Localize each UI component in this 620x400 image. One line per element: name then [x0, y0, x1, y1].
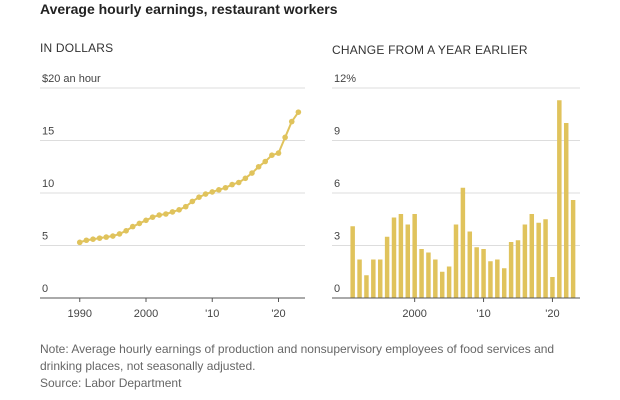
- point: [242, 175, 249, 182]
- point: [176, 207, 182, 213]
- point: [149, 214, 156, 220]
- y-tick-label: 10: [42, 178, 54, 190]
- point: [90, 236, 96, 242]
- bar: [405, 224, 411, 298]
- bar: [460, 187, 466, 298]
- point: [189, 198, 196, 205]
- bar: [557, 100, 562, 298]
- point: [143, 217, 149, 224]
- x-tick-label: '20: [271, 308, 285, 320]
- point: [275, 150, 282, 156]
- y-tick-label: 15: [42, 126, 54, 138]
- point: [288, 118, 295, 125]
- bar: [522, 224, 528, 298]
- y-tick-label: 5: [42, 231, 48, 243]
- point: [156, 212, 163, 218]
- point: [222, 184, 229, 191]
- point: [116, 231, 123, 237]
- y-tick-label: 0: [42, 283, 48, 295]
- panel-subtitle: CHANGE FROM A YEAR EARLIER: [332, 43, 528, 57]
- bar: [508, 242, 514, 298]
- x-tick-label: 2000: [134, 308, 158, 320]
- footnote: Note: Average hourly earnings of product…: [40, 341, 590, 392]
- bar: [453, 224, 459, 298]
- point: [262, 158, 269, 165]
- bar: [474, 247, 479, 298]
- point: [103, 234, 110, 240]
- point: [269, 152, 275, 158]
- bar: [488, 261, 493, 298]
- point: [295, 109, 302, 115]
- x-tick-label: 2000: [402, 308, 426, 320]
- y-tick-label: 9: [334, 126, 340, 138]
- x-tick-label: '10: [205, 308, 219, 320]
- bar: [543, 219, 548, 298]
- bar: [439, 271, 445, 298]
- source: Source: Labor Department: [40, 376, 182, 390]
- bar: [377, 259, 383, 298]
- point: [110, 233, 116, 239]
- bar: [419, 249, 424, 298]
- bar: [357, 259, 362, 298]
- bar: [481, 249, 486, 298]
- bar: [536, 222, 541, 298]
- point: [123, 228, 129, 234]
- point: [169, 209, 176, 215]
- bar: [350, 226, 355, 298]
- note: Note: Average hourly earnings of product…: [40, 342, 555, 373]
- point: [235, 179, 242, 186]
- bar: [398, 214, 404, 298]
- bar: [371, 259, 376, 298]
- x-tick-label: '20: [545, 308, 559, 320]
- bar: [495, 259, 500, 298]
- bar: [426, 252, 431, 298]
- x-tick-label: '10: [476, 308, 490, 320]
- bar: [467, 231, 473, 298]
- point: [129, 223, 136, 230]
- chart: Average hourly earnings, restaurant work…: [40, 1, 580, 320]
- point: [216, 187, 222, 193]
- bar: [529, 214, 535, 298]
- bar: [364, 275, 369, 298]
- line: [79, 111, 300, 244]
- y-tick-label: 3: [334, 231, 340, 243]
- point: [182, 203, 189, 210]
- point: [249, 170, 255, 176]
- bar: [384, 236, 390, 298]
- y-tick-label: 0: [334, 283, 340, 295]
- bar: [433, 259, 438, 298]
- point: [255, 163, 262, 170]
- point: [96, 235, 103, 241]
- bar: [570, 200, 576, 298]
- panel-subtitle: IN DOLLARS: [40, 41, 113, 55]
- bar: [515, 240, 521, 298]
- y-tick-label: 12%: [334, 73, 356, 85]
- point: [76, 239, 83, 246]
- bar: [563, 123, 569, 298]
- point: [229, 181, 235, 188]
- bar: [446, 266, 452, 298]
- point: [83, 237, 90, 244]
- point: [209, 189, 216, 195]
- x-tick-label: 1990: [68, 308, 92, 320]
- bar: [391, 217, 397, 298]
- point: [196, 194, 202, 200]
- point: [136, 220, 143, 227]
- point: [282, 134, 288, 141]
- y-tick-label: 6: [334, 178, 340, 190]
- point: [163, 211, 169, 217]
- point: [202, 191, 209, 197]
- chart-title: Average hourly earnings, restaurant work…: [40, 1, 338, 17]
- bar: [412, 214, 417, 298]
- y-tick-label: $20 an hour: [42, 73, 101, 85]
- bar: [550, 277, 555, 298]
- bar: [501, 268, 507, 298]
